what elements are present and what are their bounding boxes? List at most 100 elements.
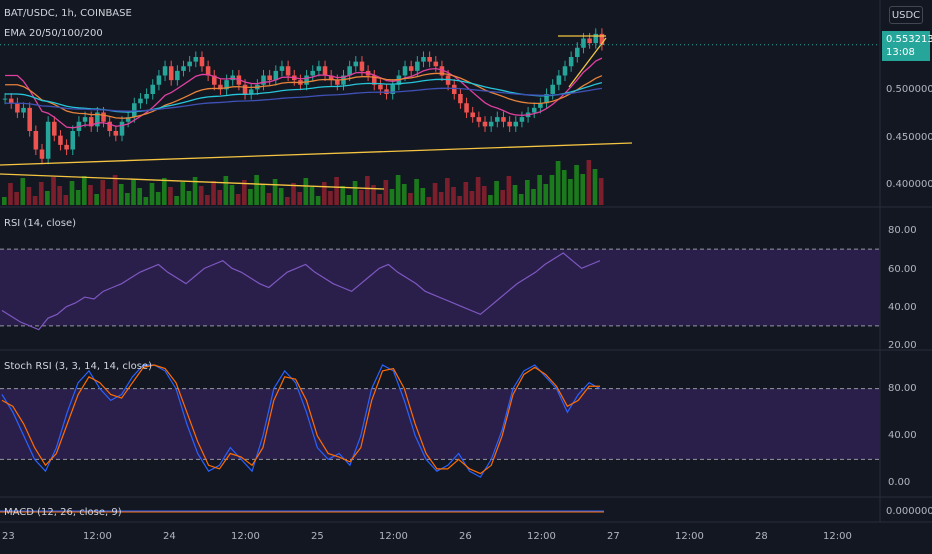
candle-body <box>310 70 316 76</box>
candle-body <box>2 98 8 100</box>
stoch-d-line <box>1 364 600 475</box>
candle-body <box>488 121 494 127</box>
volume-bar <box>125 193 130 205</box>
candle-body <box>568 57 574 67</box>
volume-bar <box>211 181 216 205</box>
rsi-tick: 40.00 <box>888 302 917 313</box>
volume-bar <box>525 180 530 205</box>
volume-bar <box>321 182 327 205</box>
volume-bar <box>488 195 493 205</box>
candle-body <box>58 135 63 145</box>
volume-bar <box>340 186 346 205</box>
candle-body <box>599 33 605 45</box>
volume-bar <box>51 177 56 205</box>
stoch-tick: 0.00 <box>888 477 911 488</box>
candle-body <box>261 75 266 85</box>
candle-body <box>144 94 149 99</box>
volume-bar <box>561 170 567 205</box>
volume-bar <box>574 165 579 205</box>
rsi-tick: 60.00 <box>888 264 917 275</box>
volume-bar <box>57 186 63 205</box>
ema-line <box>5 72 603 119</box>
candle-body <box>550 84 555 94</box>
candle-body <box>168 66 174 81</box>
volume-bar <box>389 189 395 205</box>
volume-bar <box>346 195 352 205</box>
candle-body <box>538 103 543 108</box>
time-tick: 12:00 <box>527 531 556 542</box>
candle-body <box>27 107 32 131</box>
rsi-title[interactable]: RSI (14, close) <box>4 218 77 229</box>
candle-body <box>33 131 39 150</box>
volume-bar <box>598 178 604 205</box>
price-tick: 0.400000 <box>886 179 932 190</box>
volume-bar <box>291 183 296 205</box>
volume-bar <box>63 195 69 205</box>
stoch-rsi-title[interactable]: Stoch RSI (3, 3, 14, 14, close) <box>4 361 152 372</box>
volume-bar <box>420 188 426 205</box>
volume-bar <box>168 187 173 205</box>
volume-bar <box>537 175 542 205</box>
candle-body <box>451 84 457 94</box>
volume-bar <box>383 180 389 205</box>
candle-body <box>415 61 420 71</box>
volume-bar <box>118 184 124 205</box>
volume-bar <box>235 194 241 205</box>
trendline-lower <box>0 173 385 190</box>
candle-body <box>347 66 352 76</box>
volume-bar <box>131 179 136 205</box>
volume-bar <box>531 189 536 205</box>
volume-bar <box>297 192 302 205</box>
volume-bar <box>303 178 309 205</box>
symbol-title[interactable]: BAT/USDC, 1h, COINBASE <box>4 8 132 19</box>
volume-bar <box>272 179 278 205</box>
currency-button[interactable]: USDC <box>889 6 923 24</box>
candle-body <box>138 98 143 104</box>
volume-bar <box>352 181 358 205</box>
volume-bar <box>475 177 481 205</box>
candle-body <box>587 38 592 44</box>
volume-bar <box>260 184 266 205</box>
volume-bar <box>549 175 555 205</box>
last-price: 0.553213 <box>886 34 932 45</box>
ema-indicator-label[interactable]: EMA 20/50/100/200 <box>4 28 103 39</box>
volume-bar <box>408 193 413 205</box>
volume-bar <box>38 182 44 205</box>
volume-bar <box>457 196 462 205</box>
rsi-tick: 80.00 <box>888 225 917 236</box>
volume-bar <box>161 178 167 205</box>
volume-bar <box>198 186 204 205</box>
volume-bar <box>14 192 19 205</box>
volume-bar <box>494 181 499 205</box>
candle-body <box>427 57 432 62</box>
candle-body <box>242 84 248 94</box>
trendline-support <box>0 142 633 166</box>
volume-bar <box>192 177 198 205</box>
bar-countdown: 13:08 <box>886 47 915 58</box>
time-tick: 12:00 <box>675 531 704 542</box>
candle-body <box>285 66 291 76</box>
stoch-tick: 80.00 <box>888 383 917 394</box>
volume-bar <box>20 178 26 205</box>
candle-body <box>70 131 76 150</box>
candle-body <box>495 117 500 122</box>
volume-bar <box>365 176 370 205</box>
candle-body <box>21 107 26 113</box>
candle-body <box>433 61 439 67</box>
volume-bar <box>469 191 475 205</box>
time-tick: 24 <box>163 531 176 542</box>
macd-tick: 0.000000 <box>886 506 932 517</box>
volume-bar <box>8 183 13 205</box>
time-tick: 12:00 <box>231 531 260 542</box>
candle-body <box>205 66 211 76</box>
stoch-k-line <box>1 364 601 478</box>
time-tick: 28 <box>755 531 768 542</box>
macd-title[interactable]: MACD (12, 26, close, 9) <box>4 507 122 518</box>
volume-bar <box>112 175 118 205</box>
volume-bar <box>401 184 407 205</box>
candle-body <box>371 75 377 85</box>
candle-body <box>531 107 537 113</box>
price-tick: 0.500000 <box>886 84 932 95</box>
